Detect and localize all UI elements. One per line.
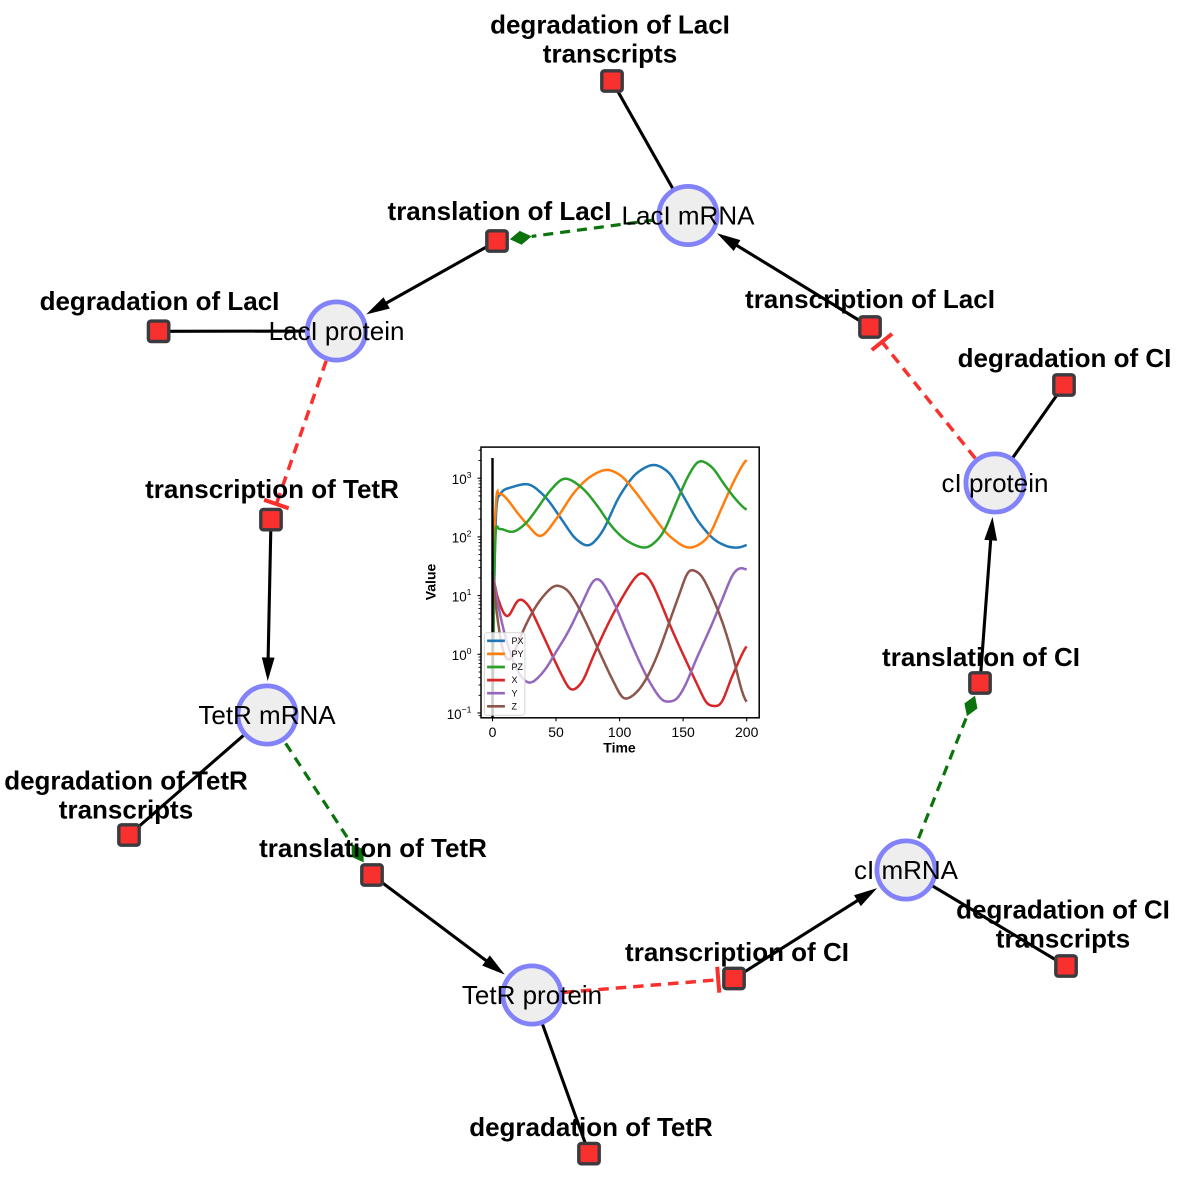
svg-text:PX: PX	[512, 636, 524, 646]
svg-text:degradation of TetR: degradation of TetR	[4, 766, 248, 796]
svg-text:TetR protein: TetR protein	[462, 980, 602, 1010]
svg-text:200: 200	[735, 724, 759, 740]
svg-text:Z: Z	[512, 701, 518, 711]
svg-text:cI protein: cI protein	[942, 468, 1049, 498]
svg-text:100: 100	[452, 646, 472, 663]
svg-text:transcription of LacI: transcription of LacI	[745, 284, 995, 314]
svg-text:transcripts: transcripts	[543, 39, 677, 69]
svg-text:TetR mRNA: TetR mRNA	[198, 700, 336, 730]
svg-text:cI mRNA: cI mRNA	[854, 855, 959, 885]
svg-text:Time: Time	[603, 739, 636, 755]
svg-text:102: 102	[452, 529, 472, 546]
svg-text:degradation of TetR: degradation of TetR	[469, 1112, 713, 1142]
svg-text:transcription of CI: transcription of CI	[625, 937, 849, 967]
svg-text:X: X	[512, 675, 518, 685]
svg-text:PZ: PZ	[512, 662, 524, 672]
svg-text:LacI protein: LacI protein	[269, 316, 405, 346]
svg-text:degradation of CI: degradation of CI	[958, 343, 1172, 373]
svg-text:103: 103	[452, 470, 472, 487]
svg-text:degradation of LacI: degradation of LacI	[490, 10, 730, 40]
svg-text:transcripts: transcripts	[996, 923, 1130, 953]
svg-text:LacI mRNA: LacI mRNA	[622, 201, 756, 231]
svg-text:Y: Y	[512, 688, 518, 698]
svg-text:translation of CI: translation of CI	[882, 642, 1080, 672]
svg-text:PY: PY	[512, 649, 524, 659]
svg-text:degradation of LacI: degradation of LacI	[40, 286, 280, 316]
svg-text:transcription of TetR: transcription of TetR	[145, 474, 399, 504]
svg-text:transcripts: transcripts	[59, 795, 193, 825]
svg-text:translation of LacI: translation of LacI	[388, 196, 612, 226]
svg-text:translation of TetR: translation of TetR	[259, 833, 487, 863]
svg-text:0: 0	[489, 724, 497, 740]
svg-text:Value: Value	[423, 564, 439, 601]
svg-text:150: 150	[671, 724, 695, 740]
svg-text:101: 101	[452, 587, 472, 604]
svg-text:10−1: 10−1	[447, 705, 472, 722]
svg-text:degradation of CI: degradation of CI	[956, 894, 1170, 924]
svg-text:100: 100	[608, 724, 632, 740]
svg-text:50: 50	[548, 724, 564, 740]
